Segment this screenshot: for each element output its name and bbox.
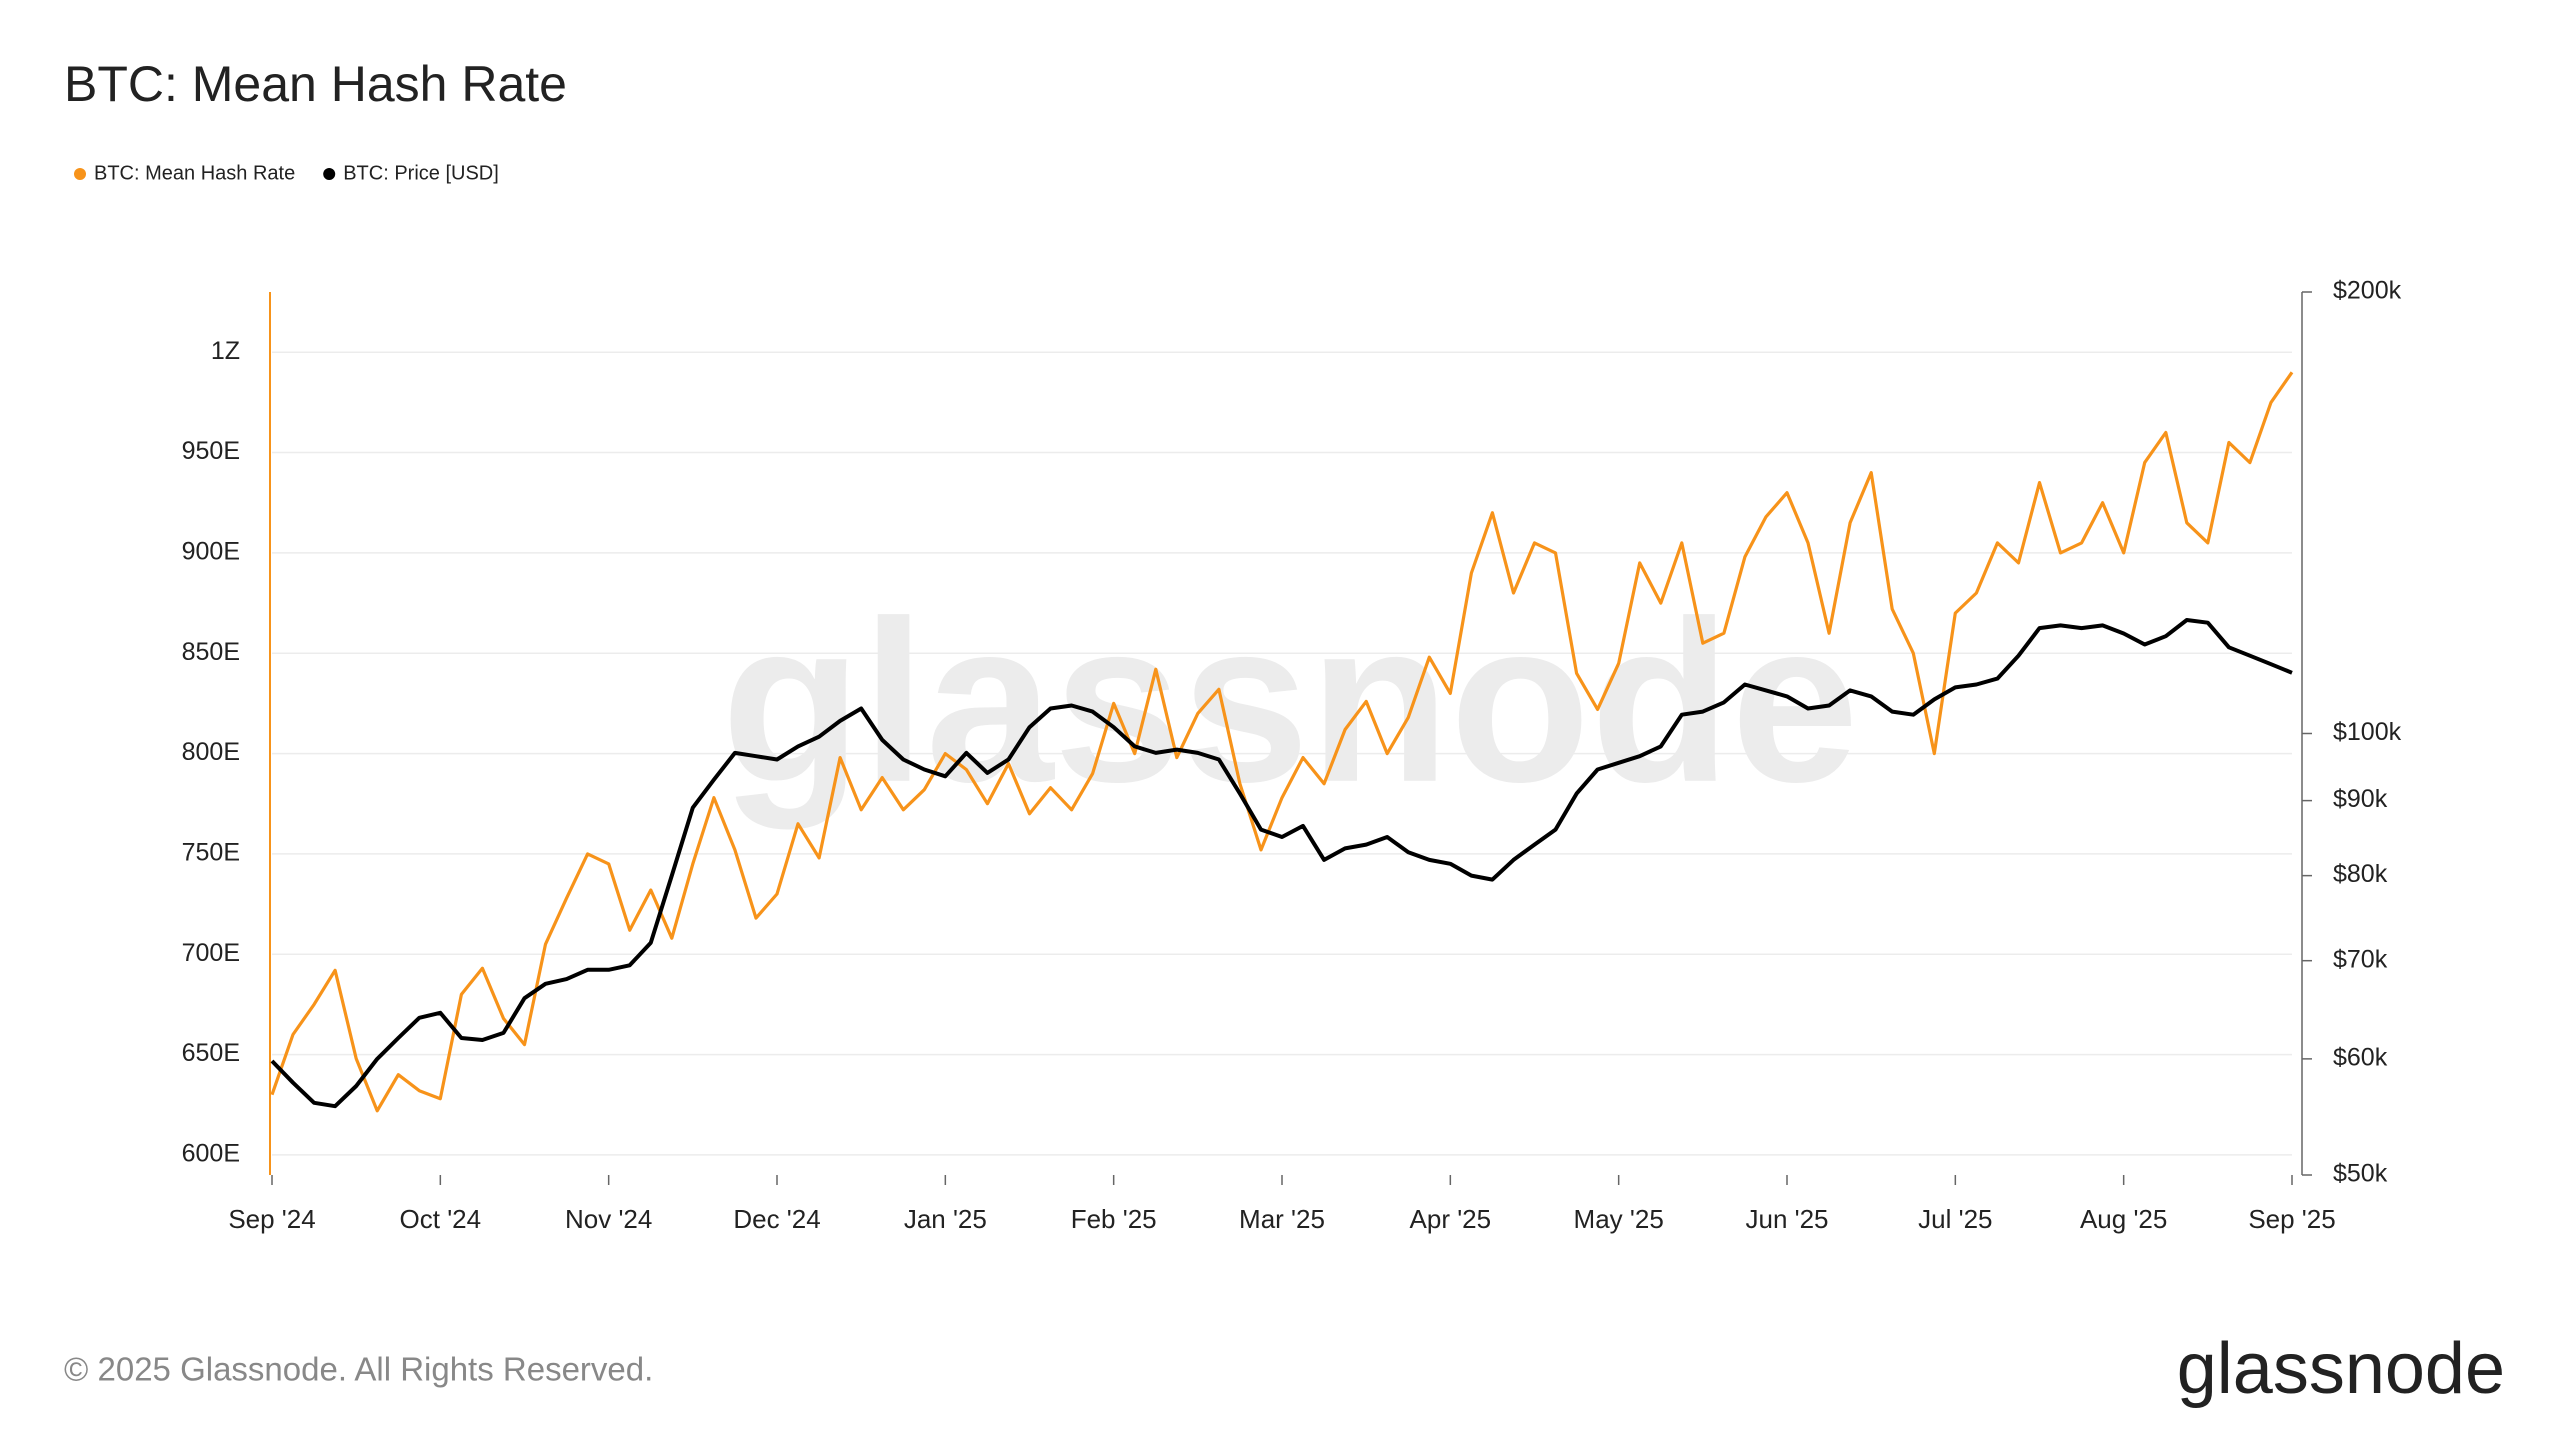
y-tick-label: 1Z xyxy=(211,337,240,365)
x-tick-label: Nov '24 xyxy=(565,1204,652,1234)
x-tick-label: Sep '25 xyxy=(2248,1204,2335,1234)
footer: © 2025 Glassnode. All Rights Reserved. xyxy=(64,1351,653,1388)
y-tick-label: 900E xyxy=(182,537,240,565)
y2-tick-label: $80k xyxy=(2333,860,2388,888)
y2-tick-label: $200k xyxy=(2333,277,2402,305)
x-tick-label: Jan '25 xyxy=(904,1204,987,1234)
x-tick-label: Dec '24 xyxy=(733,1204,820,1234)
y-tick-label: 850E xyxy=(182,638,240,666)
logo: glassnode xyxy=(2177,1329,2505,1409)
y-tick-label: 750E xyxy=(182,839,240,867)
series-line xyxy=(270,371,2294,1113)
x-tick-label: Sep '24 xyxy=(228,1204,315,1234)
y2-tick-label: $90k xyxy=(2333,785,2388,813)
x-tick-label: Apr '25 xyxy=(1410,1204,1492,1234)
y-tick-label: 600E xyxy=(182,1140,240,1168)
y2-tick-label: $60k xyxy=(2333,1043,2388,1071)
x-tick-label: Feb '25 xyxy=(1071,1204,1157,1234)
legend-label: BTC: Mean Hash Rate xyxy=(94,162,295,184)
legend-marker xyxy=(74,168,86,180)
x-tick-label: Jul '25 xyxy=(1918,1204,1992,1234)
y2-tick-label: $100k xyxy=(2333,718,2402,746)
x-tick-label: Aug '25 xyxy=(2080,1204,2167,1234)
legend-marker xyxy=(323,168,336,180)
watermark: glassnode xyxy=(721,573,1859,830)
series-line xyxy=(270,618,2293,1109)
y-tick-label: 800E xyxy=(182,738,240,766)
y-tick-label: 950E xyxy=(182,437,240,465)
x-tick-label: Mar '25 xyxy=(1239,1204,1325,1234)
legend-label: BTC: Price [USD] xyxy=(343,162,499,184)
chart-title: BTC: Mean Hash Rate xyxy=(64,56,567,112)
x-tick-label: Jun '25 xyxy=(1745,1204,1828,1234)
x-tick-label: Oct '24 xyxy=(400,1204,482,1234)
y-tick-label: 700E xyxy=(182,939,240,967)
y2-tick-label: $50k xyxy=(2333,1160,2388,1188)
x-tick-label: May '25 xyxy=(1574,1204,1664,1234)
y2-tick-label: $70k xyxy=(2333,945,2388,973)
y-tick-label: 650E xyxy=(182,1039,240,1067)
